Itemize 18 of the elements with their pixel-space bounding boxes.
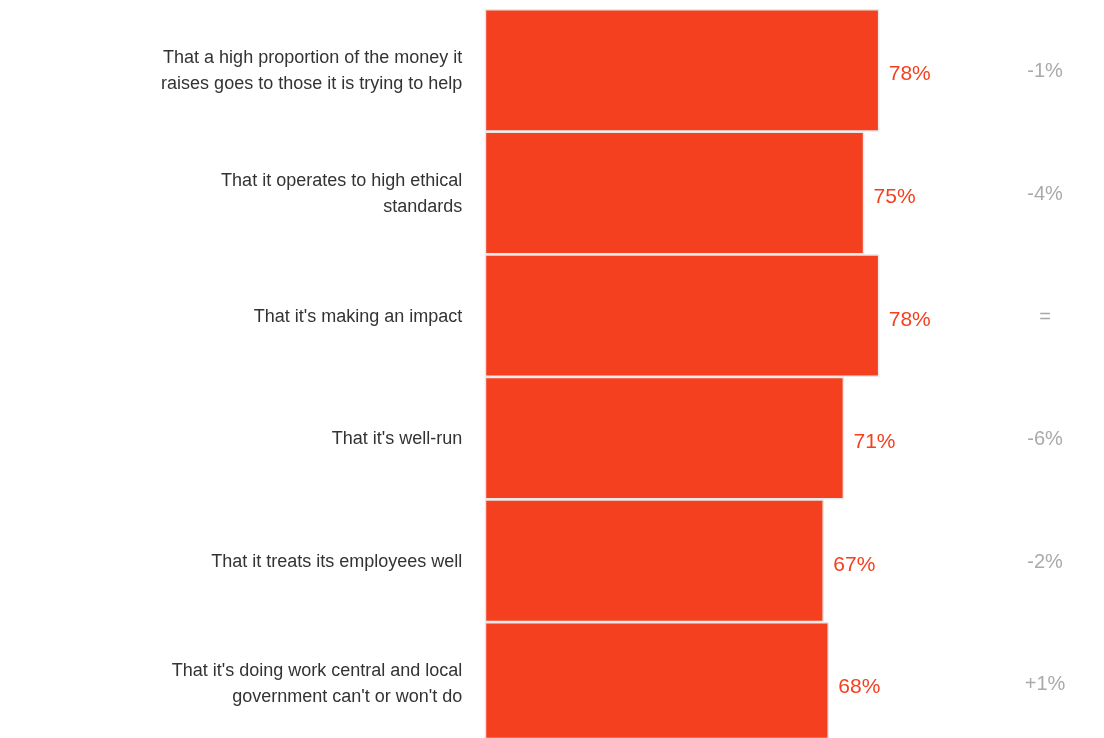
text: +1%: [1024, 672, 1066, 695]
text: -6%: [1027, 427, 1064, 450]
text: -2%: [1027, 549, 1064, 572]
data-label: 78%: [888, 61, 931, 85]
data-label: 71%: [853, 429, 896, 453]
y-tick-label: That a high proportion of the money it raises goes to those it is trying to help: [161, 47, 463, 94]
data-label: 75%: [873, 183, 916, 207]
text: -1%: [1027, 59, 1064, 82]
y-tick-label: That it's doing work central and local government can't or won't do: [171, 660, 463, 707]
data-label: 67%: [833, 551, 876, 575]
data-label: 68%: [838, 674, 881, 698]
data-label: 78%: [888, 306, 931, 330]
text: -4%: [1027, 181, 1064, 204]
y-tick-label: That it's making an impact: [253, 305, 463, 326]
y-tick-label: That it operates to high ethical standards: [221, 169, 463, 216]
y-tick-label: That it's well-run: [331, 428, 463, 449]
y-tick-label: That it treats its employees well: [211, 550, 463, 571]
text: =: [1039, 304, 1051, 327]
